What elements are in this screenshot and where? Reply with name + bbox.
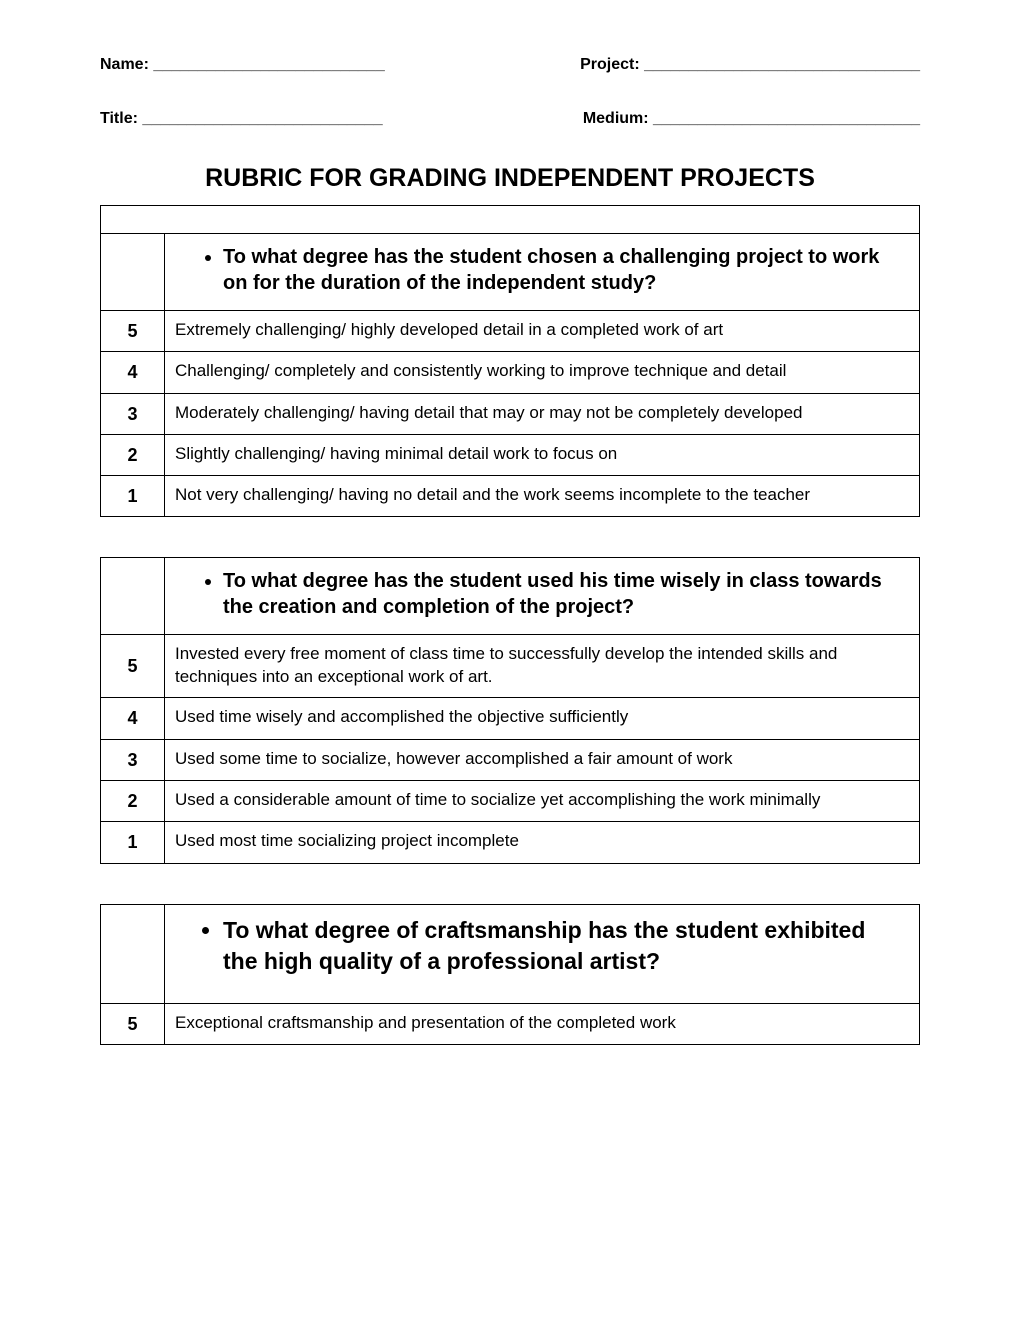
table-row: 4Used time wisely and accomplished the o… — [101, 698, 920, 739]
name-field: Name: __________________________ — [100, 56, 385, 74]
table-row: 1Used most time socializing project inco… — [101, 822, 920, 863]
medium-field: Medium: ______________________________ — [583, 110, 920, 128]
project-field: Project: _______________________________ — [580, 56, 920, 74]
score-cell: 5 — [101, 1003, 165, 1044]
description-cell: Used time wisely and accomplished the ob… — [165, 698, 920, 739]
score-cell: 4 — [101, 698, 165, 739]
question-cell: To what degree of craftsmanship has the … — [165, 904, 920, 1003]
description-cell: Not very challenging/ having no detail a… — [165, 476, 920, 517]
table-row: 3Moderately challenging/ having detail t… — [101, 393, 920, 434]
question-text: To what degree has the student used his … — [223, 568, 905, 620]
page-title: RUBRIC FOR GRADING INDEPENDENT PROJECTS — [100, 164, 920, 193]
description-cell: Used some time to socialize, however acc… — [165, 739, 920, 780]
score-cell: 4 — [101, 352, 165, 393]
rubric-container: To what degree has the student chosen a … — [100, 205, 920, 1045]
field-row-2: Title: ___________________________ Mediu… — [100, 110, 920, 128]
score-cell: 3 — [101, 739, 165, 780]
table-row: 5Exceptional craftsmanship and presentat… — [101, 1003, 920, 1044]
rubric-table: To what degree has the student chosen a … — [100, 205, 920, 517]
question-cell: To what degree has the student used his … — [165, 558, 920, 635]
table-row: 5Extremely challenging/ highly developed… — [101, 311, 920, 352]
score-cell: 1 — [101, 476, 165, 517]
score-cell — [101, 904, 165, 1003]
description-cell: Challenging/ completely and consistently… — [165, 352, 920, 393]
score-cell — [101, 234, 165, 311]
table-row: 2Slightly challenging/ having minimal de… — [101, 434, 920, 475]
table-row: 4Challenging/ completely and consistentl… — [101, 352, 920, 393]
field-row-1: Name: __________________________ Project… — [100, 56, 920, 74]
description-cell: Exceptional craftsmanship and presentati… — [165, 1003, 920, 1044]
table-row: 1Not very challenging/ having no detail … — [101, 476, 920, 517]
description-cell: Used a considerable amount of time to so… — [165, 780, 920, 821]
score-cell — [101, 558, 165, 635]
score-cell: 1 — [101, 822, 165, 863]
spacer-cell — [101, 206, 920, 234]
table-row: 3Used some time to socialize, however ac… — [101, 739, 920, 780]
title-field: Title: ___________________________ — [100, 110, 383, 128]
description-cell: Moderately challenging/ having detail th… — [165, 393, 920, 434]
table-row: 5Invested every free moment of class tim… — [101, 635, 920, 698]
rubric-table: To what degree has the student used his … — [100, 557, 920, 863]
question-text: To what degree has the student chosen a … — [223, 244, 905, 296]
score-cell: 2 — [101, 780, 165, 821]
score-cell: 5 — [101, 311, 165, 352]
description-cell: Slightly challenging/ having minimal det… — [165, 434, 920, 475]
rubric-table: To what degree of craftsmanship has the … — [100, 904, 920, 1045]
score-cell: 5 — [101, 635, 165, 698]
question-cell: To what degree has the student chosen a … — [165, 234, 920, 311]
score-cell: 3 — [101, 393, 165, 434]
description-cell: Used most time socializing project incom… — [165, 822, 920, 863]
score-cell: 2 — [101, 434, 165, 475]
question-text: To what degree of craftsmanship has the … — [223, 915, 905, 977]
table-row: 2Used a considerable amount of time to s… — [101, 780, 920, 821]
description-cell: Extremely challenging/ highly developed … — [165, 311, 920, 352]
description-cell: Invested every free moment of class time… — [165, 635, 920, 698]
